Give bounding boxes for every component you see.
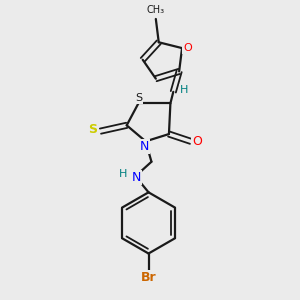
Text: N: N bbox=[140, 140, 149, 153]
Text: Br: Br bbox=[141, 271, 156, 284]
Text: O: O bbox=[192, 135, 202, 148]
Text: S: S bbox=[88, 123, 97, 136]
Text: N: N bbox=[131, 171, 141, 184]
Text: S: S bbox=[135, 93, 142, 103]
Text: CH₃: CH₃ bbox=[147, 4, 165, 15]
Text: H: H bbox=[119, 169, 128, 179]
Text: H: H bbox=[180, 85, 189, 95]
Text: O: O bbox=[183, 43, 192, 53]
